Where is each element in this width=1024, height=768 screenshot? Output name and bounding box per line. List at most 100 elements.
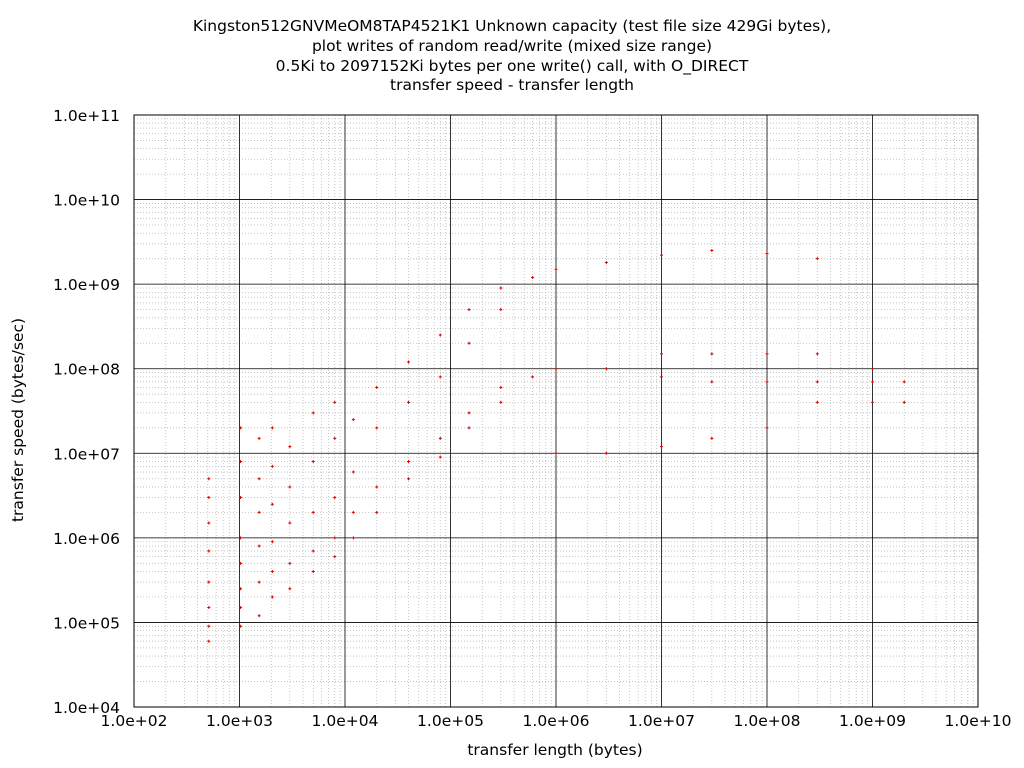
data-point: [351, 470, 355, 474]
data-point: [207, 477, 211, 481]
data-point: [499, 385, 503, 389]
data-point: [815, 257, 819, 261]
data-point: [351, 418, 355, 422]
data-point: [270, 426, 274, 430]
data-point: [257, 580, 261, 584]
data-point: [499, 400, 503, 404]
x-tick-label: 1.0e+09: [839, 712, 906, 730]
x-tick-label: 1.0e+02: [101, 712, 168, 730]
data-point: [239, 561, 243, 565]
data-point: [311, 411, 315, 415]
y-axis-label: transfer speed (bytes/sec): [9, 317, 27, 523]
data-point: [288, 445, 292, 449]
x-tick-label: 1.0e+06: [523, 712, 590, 730]
chart-title-line-1: Kingston512GNVMeOM8TAP4521K1 Unknown cap…: [192, 17, 832, 35]
data-point: [207, 606, 211, 610]
data-point: [554, 451, 558, 455]
data-point: [554, 267, 558, 271]
data-point: [660, 253, 663, 257]
data-point: [467, 426, 471, 430]
data-point: [311, 570, 315, 574]
x-tick-label: 1.0e+05: [417, 712, 484, 730]
data-point: [815, 380, 819, 384]
data-point: [531, 375, 535, 379]
data-point: [257, 614, 261, 618]
x-tick-label: 1.0e+10: [945, 712, 1012, 730]
data-point: [270, 570, 274, 574]
data-point: [499, 286, 503, 290]
data-point: [239, 496, 243, 500]
data-point: [531, 275, 535, 279]
data-point: [710, 352, 714, 356]
data-point: [311, 459, 315, 463]
x-axis-label: transfer length (bytes): [467, 741, 643, 759]
data-point: [375, 426, 379, 430]
data-point: [311, 510, 315, 514]
data-point: [375, 385, 379, 389]
data-point: [438, 455, 442, 459]
data-point: [270, 595, 274, 599]
data-point: [604, 261, 608, 265]
data-point: [207, 624, 211, 628]
data-point: [351, 536, 355, 540]
data-point: [288, 587, 292, 591]
y-tick-label: 1.0e+11: [53, 107, 120, 125]
data-point: [375, 485, 379, 489]
data-point: [407, 459, 411, 463]
data-point: [288, 561, 292, 565]
data-point: [467, 308, 471, 312]
data-point: [407, 400, 411, 404]
data-point: [604, 367, 608, 371]
data-point: [207, 496, 211, 500]
data-point: [207, 549, 211, 553]
data-point: [765, 352, 769, 356]
data-point: [871, 380, 874, 384]
data-point: [871, 367, 874, 371]
data-point: [288, 485, 292, 489]
x-tick-label: 1.0e+03: [206, 712, 273, 730]
data-point: [438, 375, 442, 379]
data-point: [351, 510, 355, 514]
data-point: [333, 436, 337, 440]
data-point: [375, 510, 379, 514]
data-point: [765, 426, 769, 430]
data-point: [270, 502, 274, 506]
data-point: [710, 436, 714, 440]
data-point: [257, 544, 261, 548]
data-point: [207, 521, 211, 525]
x-tick-label: 1.0e+08: [734, 712, 801, 730]
data-point: [407, 360, 411, 364]
data-point: [815, 352, 819, 356]
data-point: [467, 411, 471, 415]
y-tick-label: 1.0e+06: [53, 530, 120, 548]
chart-title-line-2: plot writes of random read/write (mixed …: [311, 37, 713, 55]
data-point: [467, 341, 471, 345]
data-point: [660, 445, 663, 449]
data-point: [257, 477, 261, 481]
x-tick-label: 1.0e+07: [628, 712, 695, 730]
data-point: [902, 400, 906, 404]
chart-title-line-3: 0.5Ki to 2097152Ki bytes per one write()…: [275, 57, 749, 75]
data-point: [270, 464, 274, 468]
data-point: [333, 536, 337, 540]
data-point: [438, 333, 442, 337]
data-point: [239, 587, 243, 591]
data-point: [604, 451, 608, 455]
data-point: [333, 555, 337, 559]
data-point: [438, 436, 442, 440]
chart-title-line-4: transfer speed - transfer length: [390, 76, 634, 94]
y-tick-label: 1.0e+09: [53, 276, 120, 294]
data-point: [239, 536, 243, 540]
data-point: [765, 380, 769, 384]
data-point: [407, 477, 411, 481]
data-point: [288, 521, 292, 525]
data-point: [333, 496, 337, 500]
data-point: [257, 436, 261, 440]
y-tick-label: 1.0e+05: [53, 614, 120, 632]
data-point: [710, 380, 714, 384]
y-tick-label: 1.0e+07: [53, 445, 120, 463]
y-tick-label: 1.0e+04: [53, 699, 120, 717]
data-point: [270, 540, 274, 544]
y-tick-label: 1.0e+08: [53, 361, 120, 379]
